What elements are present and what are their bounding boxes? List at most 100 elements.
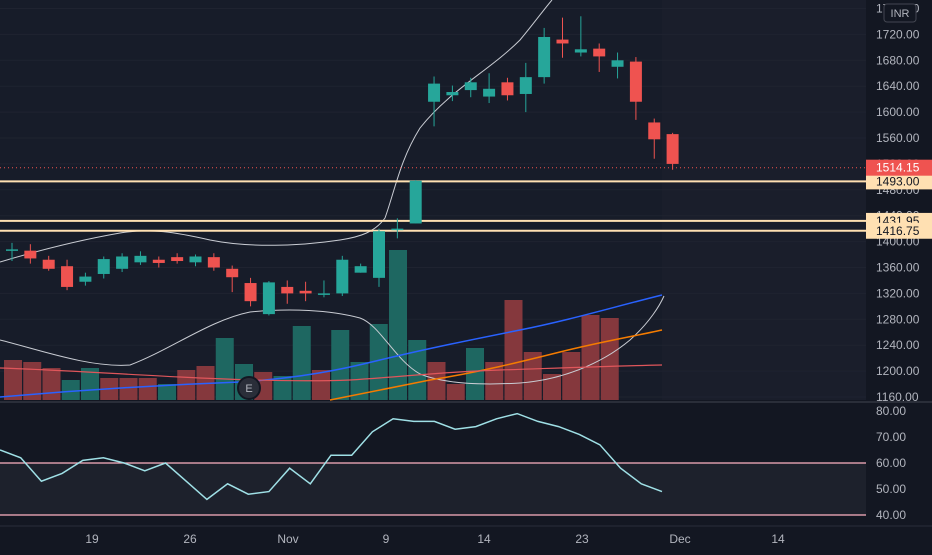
candle-body bbox=[556, 39, 569, 44]
candle bbox=[391, 218, 404, 239]
candle bbox=[611, 52, 624, 79]
last-price-tag: 1514.15 bbox=[866, 159, 932, 176]
candle bbox=[79, 272, 92, 286]
level-price-tag: 1493.00 bbox=[866, 173, 932, 190]
bollinger-bands bbox=[0, 0, 665, 385]
price-axis-tick: 1360.00 bbox=[876, 261, 920, 275]
earnings-marker-circle bbox=[237, 376, 261, 400]
candle bbox=[317, 280, 330, 298]
candle bbox=[373, 228, 385, 287]
candle-body bbox=[244, 283, 257, 302]
candle-body bbox=[648, 122, 661, 140]
candle bbox=[226, 265, 239, 293]
moving-averages bbox=[0, 294, 663, 401]
candle-body bbox=[446, 92, 459, 96]
volume-bar bbox=[562, 352, 581, 400]
candle-body bbox=[501, 82, 514, 96]
candle bbox=[354, 263, 367, 273]
volume-bar bbox=[23, 362, 42, 400]
candle bbox=[629, 57, 642, 120]
level-price-tag-box bbox=[866, 222, 932, 239]
earnings-marker-label: E bbox=[245, 383, 252, 395]
candle-body bbox=[152, 259, 165, 263]
ma-orange-line bbox=[329, 329, 663, 401]
volume-bar bbox=[292, 326, 311, 400]
candle-body bbox=[189, 256, 202, 263]
candle bbox=[97, 256, 110, 279]
currency-badge: INR bbox=[883, 3, 917, 23]
volume-bar bbox=[119, 378, 138, 400]
price-axis-tick: 1640.00 bbox=[876, 79, 920, 93]
candle bbox=[501, 77, 514, 101]
candle bbox=[483, 73, 496, 104]
price-axis-tick: 1280.00 bbox=[876, 312, 920, 326]
candle-body bbox=[61, 266, 74, 287]
candle bbox=[464, 77, 477, 98]
candle bbox=[42, 255, 55, 271]
price-grid bbox=[0, 8, 866, 398]
time-axis-tick: Nov bbox=[277, 532, 298, 546]
candle-body bbox=[6, 249, 18, 251]
ma-red-line bbox=[0, 364, 663, 382]
volume-series bbox=[4, 250, 619, 400]
candle-body bbox=[116, 256, 129, 269]
currency-badge-label: INR bbox=[891, 8, 910, 20]
candle-body bbox=[354, 266, 367, 273]
level-price-tag-box bbox=[866, 173, 932, 190]
rsi-axis-tick: 80.00 bbox=[876, 404, 906, 418]
volume-bar bbox=[215, 338, 234, 400]
candle-body bbox=[42, 259, 55, 269]
earnings-marker: E bbox=[237, 376, 261, 400]
volume-bar bbox=[350, 362, 369, 400]
time-axis-tick: 23 bbox=[575, 532, 589, 546]
level-price-tag-label: 1493.00 bbox=[876, 174, 920, 188]
rsi-panel bbox=[0, 412, 866, 516]
candle-body bbox=[97, 259, 110, 274]
candle bbox=[336, 255, 349, 296]
price-axis-tick: 1720.00 bbox=[876, 27, 920, 41]
price-axis-tick: 1600.00 bbox=[876, 105, 920, 119]
rsi-axis-tick: 60.00 bbox=[876, 456, 906, 470]
rsi-axis-tick: 50.00 bbox=[876, 482, 906, 496]
candle-body bbox=[629, 61, 642, 102]
candle-body bbox=[79, 276, 92, 282]
price-axis-tick: 1560.00 bbox=[876, 131, 920, 145]
volume-bar bbox=[81, 368, 99, 400]
candle bbox=[299, 281, 312, 302]
volume-bar bbox=[543, 374, 561, 400]
candle-body bbox=[171, 257, 184, 262]
chart-future-area bbox=[662, 0, 866, 400]
level-price-tag-label: 1416.75 bbox=[876, 224, 920, 238]
candle-body bbox=[483, 88, 496, 97]
candle bbox=[152, 256, 165, 268]
candle bbox=[116, 253, 129, 273]
rsi-axis-tick: 70.00 bbox=[876, 430, 906, 444]
bb-lower-band bbox=[0, 295, 665, 385]
candle-body bbox=[262, 282, 275, 315]
time-axis-tick: 26 bbox=[183, 532, 197, 546]
volume-bar bbox=[61, 380, 80, 400]
candle bbox=[61, 259, 74, 291]
time-axis-tick: 19 bbox=[85, 532, 99, 546]
candle-body bbox=[593, 48, 606, 57]
candle-body bbox=[336, 259, 349, 294]
price-axis-tick: 1320.00 bbox=[876, 286, 920, 300]
time-axis-tick: Dec bbox=[669, 532, 690, 546]
candle-body bbox=[666, 134, 679, 164]
volume-bar bbox=[504, 300, 523, 400]
time-axis-tick: 14 bbox=[771, 532, 785, 546]
chart-range-highlight bbox=[0, 0, 662, 400]
volume-bar bbox=[42, 368, 61, 400]
candle bbox=[574, 16, 587, 57]
price-axis-tick: 1160.00 bbox=[876, 390, 919, 404]
candle bbox=[519, 62, 532, 113]
candle-body bbox=[24, 250, 37, 259]
candle-body bbox=[464, 82, 477, 91]
candle bbox=[538, 27, 551, 84]
volume-bar bbox=[427, 362, 446, 400]
candle-body bbox=[391, 228, 404, 231]
volume-bar bbox=[408, 340, 427, 400]
candle bbox=[24, 244, 37, 264]
